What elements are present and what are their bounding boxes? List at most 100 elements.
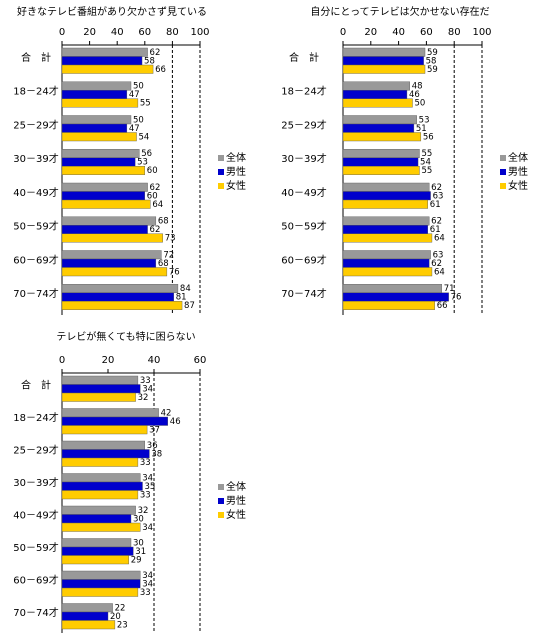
value-label: 60 — [147, 166, 158, 176]
value-label: 30 — [133, 514, 144, 524]
bar — [61, 473, 141, 483]
bar — [61, 47, 148, 57]
value-label: 33 — [140, 490, 151, 500]
bar — [61, 620, 116, 630]
value-label: 62 — [150, 48, 161, 58]
value-label: 66 — [437, 301, 448, 311]
y-tick-label: 50－59才 — [13, 220, 58, 233]
bar — [61, 522, 141, 532]
value-label: 42 — [161, 408, 172, 418]
value-label: 46 — [170, 417, 181, 427]
x-tick-label: 40 — [111, 27, 124, 38]
x-tick-label: 100 — [190, 27, 209, 38]
bar — [342, 216, 430, 226]
y-tick-label: 合 計 — [21, 51, 51, 64]
legend-label: 女性 — [508, 179, 528, 192]
x-tick-label: 60 — [194, 355, 207, 366]
bar — [342, 292, 449, 302]
value-label: 56 — [141, 149, 152, 159]
value-label: 76 — [169, 267, 180, 277]
bar — [61, 258, 157, 268]
bar — [61, 505, 136, 515]
bar — [342, 47, 426, 57]
x-tick-label: 60 — [420, 27, 433, 38]
value-label: 47 — [129, 124, 140, 134]
value-label: 33 — [140, 458, 151, 468]
x-tick-label: 100 — [472, 27, 491, 38]
value-label: 34 — [142, 579, 153, 589]
bar — [61, 284, 179, 293]
y-tick-label: 25－29才 — [281, 118, 326, 131]
value-label: 50 — [133, 82, 144, 92]
legend-swatch — [218, 498, 224, 504]
bar — [342, 149, 420, 158]
x-tick-label: 80 — [448, 27, 461, 38]
value-label: 34 — [142, 384, 153, 394]
value-label: 64 — [434, 267, 445, 277]
bar — [342, 81, 410, 91]
bar — [61, 408, 159, 418]
value-label: 87 — [184, 301, 195, 311]
bar — [61, 457, 139, 467]
bar — [61, 157, 136, 167]
value-label: 62 — [431, 259, 442, 269]
value-label: 59 — [427, 65, 438, 75]
bar — [342, 166, 420, 175]
legend-swatch — [218, 155, 224, 161]
bar — [61, 115, 132, 125]
value-label: 55 — [421, 166, 432, 176]
x-tick-label: 60 — [138, 27, 151, 38]
value-label: 58 — [426, 56, 437, 66]
value-label: 38 — [151, 449, 162, 459]
value-label: 62 — [431, 183, 442, 193]
value-label: 32 — [138, 506, 149, 516]
value-label: 64 — [152, 200, 163, 210]
bar — [61, 555, 129, 565]
bar — [342, 301, 435, 310]
bar — [61, 292, 174, 302]
bar — [61, 149, 140, 158]
value-label: 34 — [142, 473, 153, 483]
value-label: 20 — [110, 612, 121, 622]
value-label: 71 — [444, 284, 455, 294]
bar — [61, 267, 168, 277]
bar — [342, 258, 430, 268]
bar — [342, 90, 408, 99]
x-tick-label: 20 — [102, 355, 115, 366]
value-label: 56 — [423, 132, 434, 142]
value-label: 36 — [147, 441, 158, 451]
y-tick-label: 25－29才 — [13, 118, 58, 131]
bar — [61, 90, 128, 99]
bar — [342, 123, 415, 133]
value-label: 55 — [140, 99, 151, 109]
value-label: 73 — [165, 234, 176, 244]
legend-swatch — [500, 169, 506, 175]
bar — [61, 587, 139, 597]
bar — [61, 481, 143, 491]
y-tick-label: 60－69才 — [13, 253, 58, 266]
value-label: 50 — [133, 115, 144, 125]
value-label: 64 — [434, 234, 445, 244]
legend-swatch — [500, 155, 506, 161]
legend-label: 全体 — [226, 480, 246, 493]
chart-title: テレビが無くても特に困らない — [56, 330, 195, 343]
bar — [61, 440, 146, 450]
value-label: 81 — [176, 293, 187, 303]
legend-label: 女性 — [226, 179, 246, 192]
bar — [61, 191, 146, 201]
x-tick-label: 0 — [59, 355, 65, 366]
value-label: 34 — [142, 571, 153, 581]
bar — [61, 199, 151, 209]
value-label: 62 — [150, 225, 161, 235]
bar — [61, 250, 162, 260]
value-label: 76 — [451, 293, 462, 303]
bar — [342, 250, 431, 260]
value-label: 34 — [142, 523, 153, 533]
bar — [342, 199, 428, 209]
legend-swatch — [218, 484, 224, 490]
x-tick-label: 0 — [59, 27, 65, 38]
x-tick-label: 40 — [392, 27, 405, 38]
bar — [61, 579, 141, 589]
value-label: 72 — [163, 250, 174, 260]
